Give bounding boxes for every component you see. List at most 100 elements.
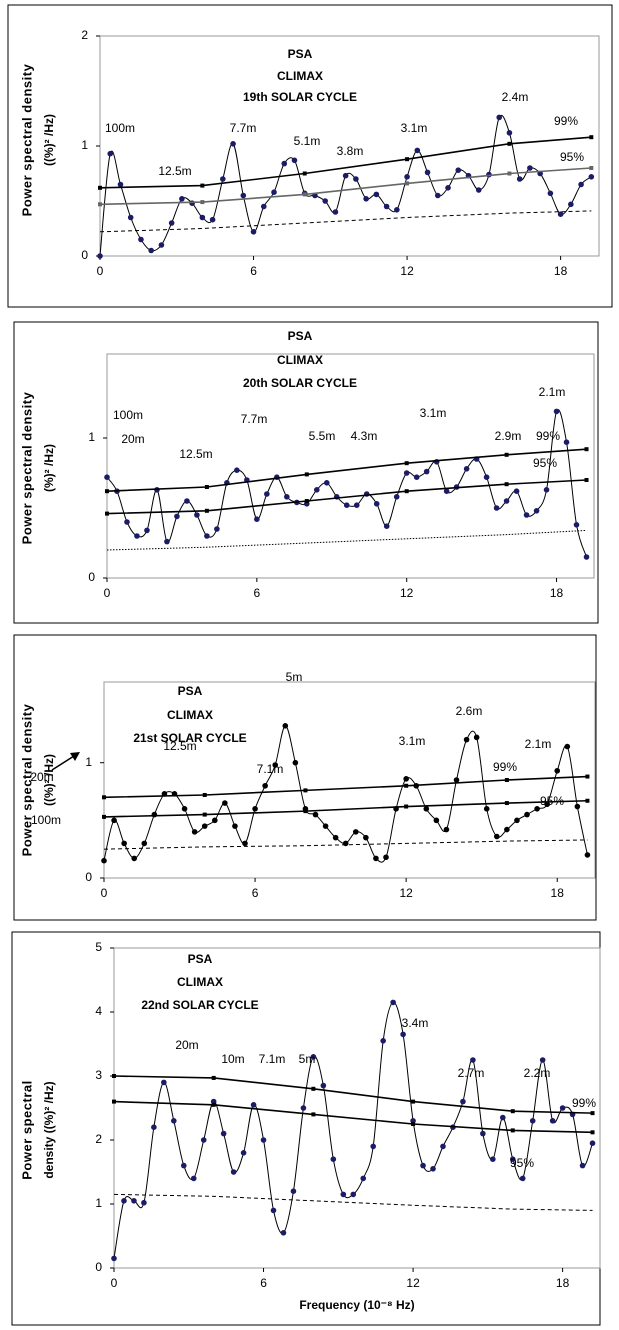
spectrum-point xyxy=(151,1124,157,1130)
y-tick-label: 1 xyxy=(85,755,92,769)
spectrum-point xyxy=(589,1140,596,1146)
spectrum-point xyxy=(557,211,564,217)
x-tick-label: 12 xyxy=(406,1276,420,1290)
period-annotation: 10m xyxy=(221,1052,244,1066)
spectrum-point xyxy=(483,806,490,812)
spectrum-point xyxy=(131,1198,137,1204)
confidence-marker xyxy=(584,447,589,452)
confidence-marker xyxy=(585,774,590,779)
period-annotation: 2.1m xyxy=(525,737,552,751)
spectrum-point xyxy=(470,1057,476,1063)
period-annotation: 3.4m xyxy=(402,1016,429,1030)
period-annotation: 100m xyxy=(113,408,143,422)
panel-title: CLIMAX xyxy=(277,353,323,367)
period-annotation: 5.5m xyxy=(309,429,336,443)
period-annotation: 20m xyxy=(175,1038,198,1052)
period-annotation: 7.1m xyxy=(257,762,284,776)
confidence-marker xyxy=(584,478,589,482)
spectrum-point xyxy=(164,538,170,545)
series-label: 95% xyxy=(540,794,564,808)
spectrum-point xyxy=(264,491,270,497)
confidence-marker xyxy=(510,1128,515,1133)
series-label: 99% xyxy=(572,1096,596,1110)
confidence-marker xyxy=(404,804,409,809)
spectrum-point xyxy=(583,554,590,560)
spectrum-point xyxy=(291,157,298,164)
series-label: 95% xyxy=(510,1156,534,1170)
spectrum-point xyxy=(547,190,554,197)
x-tick-label: 18 xyxy=(550,586,564,600)
confidence-marker xyxy=(510,1109,515,1114)
y-tick-label: 5 xyxy=(95,940,102,954)
arrow-head xyxy=(70,752,80,761)
confidence-marker xyxy=(590,1130,595,1135)
spectrum-point xyxy=(240,192,247,199)
x-tick-label: 18 xyxy=(554,264,568,278)
spectrum-point xyxy=(394,207,400,213)
spectrum-point xyxy=(578,181,584,188)
spectrum-point xyxy=(121,840,127,847)
y-axis-unit: ((%)² /Hz) xyxy=(42,114,56,166)
period-annotation: 100m xyxy=(105,121,135,135)
x-tick-label: 12 xyxy=(400,586,414,600)
confidence-line xyxy=(113,1075,593,1114)
confidence-marker xyxy=(404,489,409,494)
period-annotation: 4.3m xyxy=(351,429,378,443)
confidence-line xyxy=(103,775,588,799)
period-annotation: 3.1m xyxy=(399,734,426,748)
spectrum-point xyxy=(524,811,530,818)
confidence-marker xyxy=(200,183,205,188)
spectrum-point xyxy=(211,817,218,824)
spectrum-point xyxy=(270,1207,277,1214)
spectrum-point xyxy=(579,1162,586,1169)
spectrum-point xyxy=(433,817,440,824)
spectrum-point xyxy=(141,840,148,847)
spectrum-point xyxy=(523,512,530,518)
period-annotation: 3.1m xyxy=(420,406,447,420)
spectrum-point xyxy=(504,826,510,833)
spectrum-point xyxy=(353,176,359,182)
spectrum-point xyxy=(559,1105,566,1111)
spectrum-point xyxy=(141,1199,147,1206)
spectrum-point xyxy=(281,160,288,167)
period-annotation: 100m xyxy=(31,813,61,827)
x-tick-label: 0 xyxy=(104,586,111,600)
spectrum-point xyxy=(403,470,410,476)
plot-frame xyxy=(106,353,595,579)
x-tick-label: 0 xyxy=(111,1276,118,1290)
confidence-marker xyxy=(304,499,309,503)
confidence-marker xyxy=(411,1122,416,1126)
confidence-marker xyxy=(404,783,409,788)
spectrum-point xyxy=(353,502,360,509)
y-tick-label: 1 xyxy=(95,1196,102,1210)
y-axis-label: Power spectral xyxy=(19,1080,34,1180)
period-annotation: 2.7m xyxy=(458,1066,485,1080)
period-annotation: 2.1m xyxy=(539,385,566,399)
period-annotation: 12.5m xyxy=(163,739,196,753)
x-tick-label: 0 xyxy=(101,886,108,900)
spectrum-point xyxy=(370,1143,377,1150)
spectrum-point xyxy=(220,176,226,182)
spectrum-point xyxy=(539,1057,546,1063)
confidence-line xyxy=(103,799,588,818)
confidence-marker xyxy=(112,1099,116,1104)
spectrum-point xyxy=(553,408,560,415)
confidence-marker xyxy=(590,1111,595,1116)
spectrum-point xyxy=(121,1198,127,1204)
spectrum-point xyxy=(330,1156,337,1162)
spectrum-point xyxy=(104,474,110,481)
y-tick-label: 1 xyxy=(88,430,95,444)
spectrum-point xyxy=(127,214,134,221)
spectrum-point xyxy=(144,527,150,534)
x-axis-label: Frequency (10⁻⁸ Hz) xyxy=(299,1298,414,1312)
x-tick-label: 6 xyxy=(254,586,261,600)
spectrum-point xyxy=(322,198,328,204)
spectrum-point xyxy=(519,1175,526,1182)
spectrum-point xyxy=(181,806,188,812)
y-tick-label: 0 xyxy=(81,248,88,262)
confidence-marker xyxy=(303,809,308,814)
confidence-marker xyxy=(311,1112,316,1117)
panel-title: CLIMAX xyxy=(277,69,323,83)
confidence-marker xyxy=(102,795,106,800)
spectrum-point xyxy=(380,1038,386,1044)
